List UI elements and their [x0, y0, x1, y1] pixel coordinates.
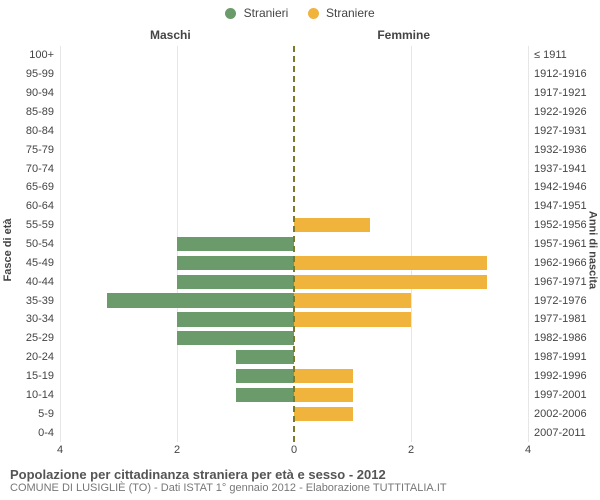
- bar-male: [236, 350, 295, 364]
- bar-female: [294, 293, 411, 307]
- birth-year-label: 1947-1951: [528, 200, 587, 212]
- birth-year-label: 2002-2006: [528, 408, 587, 420]
- bar-male: [107, 293, 294, 307]
- age-label: 5-9: [38, 408, 60, 420]
- age-label: 55-59: [26, 219, 60, 231]
- xaxis-tick-label: 4: [525, 444, 531, 456]
- age-label: 60-64: [26, 200, 60, 212]
- center-dashed-line: [293, 46, 295, 442]
- header-female: Femmine: [377, 28, 430, 42]
- birth-year-label: 1927-1931: [528, 125, 587, 137]
- bar-male: [177, 256, 294, 270]
- age-label: 95-99: [26, 68, 60, 80]
- legend-item-male: Stranieri: [225, 6, 288, 20]
- age-label: 20-24: [26, 351, 60, 363]
- age-label: 45-49: [26, 257, 60, 269]
- birth-year-label: 1992-1996: [528, 370, 587, 382]
- birth-year-label: 1987-1991: [528, 351, 587, 363]
- legend-item-female: Straniere: [308, 6, 375, 20]
- bar-female: [294, 218, 370, 232]
- birth-year-label: 1972-1976: [528, 295, 587, 307]
- bar-female: [294, 256, 487, 270]
- population-pyramid-chart: Stranieri Straniere Maschi Femmine Fasce…: [0, 0, 600, 500]
- age-label: 40-44: [26, 276, 60, 288]
- birth-year-label: 1977-1981: [528, 313, 587, 325]
- age-label: 65-69: [26, 181, 60, 193]
- circle-icon: [225, 8, 236, 19]
- age-label: 75-79: [26, 144, 60, 156]
- birth-year-label: 1967-1971: [528, 276, 587, 288]
- age-label: 15-19: [26, 370, 60, 382]
- birth-year-label: 1957-1961: [528, 238, 587, 250]
- xaxis-tick-label: 4: [57, 444, 63, 456]
- birth-year-label: 1962-1966: [528, 257, 587, 269]
- birth-year-label: 1952-1956: [528, 219, 587, 231]
- xaxis-tick-label: 2: [174, 444, 180, 456]
- chart-subtitle: COMUNE DI LUSIGLIÈ (TO) - Dati ISTAT 1° …: [10, 482, 590, 494]
- age-label: 90-94: [26, 87, 60, 99]
- chart-title: Popolazione per cittadinanza straniera p…: [10, 467, 590, 482]
- age-label: 80-84: [26, 125, 60, 137]
- legend-label-female: Straniere: [326, 6, 375, 20]
- bar-male: [177, 275, 294, 289]
- age-label: 85-89: [26, 106, 60, 118]
- bar-female: [294, 312, 411, 326]
- bar-male: [177, 312, 294, 326]
- birth-year-label: 1917-1921: [528, 87, 587, 99]
- age-label: 0-4: [38, 427, 60, 439]
- birth-year-label: 1932-1936: [528, 144, 587, 156]
- birth-year-label: 1942-1946: [528, 181, 587, 193]
- yaxis-title-right: Anni di nascita: [586, 211, 598, 289]
- age-label: 100+: [29, 49, 60, 61]
- age-label: 50-54: [26, 238, 60, 250]
- bar-female: [294, 407, 353, 421]
- bar-male: [177, 237, 294, 251]
- age-label: 35-39: [26, 295, 60, 307]
- birth-year-label: ≤ 1911: [528, 49, 567, 61]
- bar-male: [236, 388, 295, 402]
- yaxis-title-left: Fasce di età: [2, 219, 14, 282]
- footer: Popolazione per cittadinanza straniera p…: [10, 467, 590, 494]
- age-label: 25-29: [26, 332, 60, 344]
- legend: Stranieri Straniere: [0, 6, 600, 20]
- birth-year-label: 1922-1926: [528, 106, 587, 118]
- circle-icon: [308, 8, 319, 19]
- header-male: Maschi: [150, 28, 191, 42]
- birth-year-label: 1982-1986: [528, 332, 587, 344]
- xaxis-tick-label: 0: [291, 444, 297, 456]
- bar-female: [294, 388, 353, 402]
- xaxis-ticks: 4 2 0 2 4: [60, 444, 528, 458]
- xaxis-tick-label: 2: [408, 444, 414, 456]
- bar-female: [294, 275, 487, 289]
- birth-year-label: 1912-1916: [528, 68, 587, 80]
- bar-male: [177, 331, 294, 345]
- age-label: 70-74: [26, 163, 60, 175]
- age-label: 30-34: [26, 313, 60, 325]
- plot-area: 100+≤ 191195-991912-191690-941917-192185…: [60, 46, 528, 442]
- bar-male: [236, 369, 295, 383]
- legend-label-male: Stranieri: [244, 6, 289, 20]
- birth-year-label: 1937-1941: [528, 163, 587, 175]
- birth-year-label: 2007-2011: [528, 427, 586, 439]
- age-label: 10-14: [26, 389, 60, 401]
- birth-year-label: 1997-2001: [528, 389, 587, 401]
- bar-female: [294, 369, 353, 383]
